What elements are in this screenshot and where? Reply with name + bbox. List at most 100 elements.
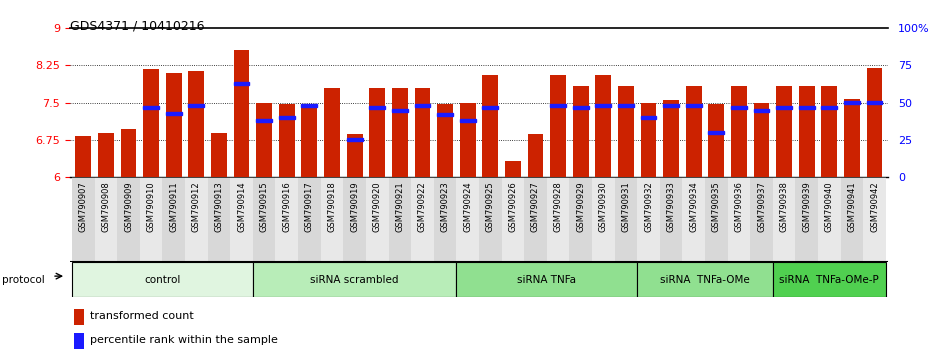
Bar [709,131,724,134]
Bar [279,116,295,119]
Bar [121,129,137,177]
Text: GSM790926: GSM790926 [509,181,517,232]
Bar [641,103,657,177]
Bar [73,333,84,349]
Bar [773,262,886,297]
Bar [663,104,679,107]
Bar [207,177,231,262]
Bar [731,105,747,109]
Bar [618,104,634,107]
Bar [731,86,747,177]
Text: GSM790935: GSM790935 [711,181,721,232]
Text: GSM790931: GSM790931 [621,181,631,232]
Bar [505,161,521,177]
Bar [369,105,385,109]
Bar [777,86,792,177]
Text: siRNA  TNFa-OMe: siRNA TNFa-OMe [660,275,750,285]
Text: GDS4371 / 10410216: GDS4371 / 10410216 [70,19,205,33]
Bar [863,177,886,262]
Bar [525,177,547,262]
Bar [257,103,272,177]
Bar [821,86,837,177]
Bar [841,177,863,262]
Bar [185,177,207,262]
Text: GSM790942: GSM790942 [870,181,879,232]
Text: GSM790922: GSM790922 [418,181,427,232]
Bar [705,177,727,262]
Bar [573,86,589,177]
Bar [117,177,140,262]
Bar [437,113,453,116]
Text: GSM790908: GSM790908 [101,181,111,232]
Bar [392,88,407,177]
Text: GSM790924: GSM790924 [463,181,472,232]
Text: GSM790927: GSM790927 [531,181,540,232]
Bar [163,177,185,262]
Bar [365,177,389,262]
Bar [479,177,501,262]
Text: GSM790921: GSM790921 [395,181,405,232]
Bar [683,177,705,262]
Text: GSM790917: GSM790917 [305,181,314,232]
Text: GSM790918: GSM790918 [327,181,337,232]
Bar [547,177,569,262]
Bar [844,99,860,177]
Bar [279,104,295,177]
Text: GSM790914: GSM790914 [237,181,246,232]
Bar [595,75,611,177]
Text: GSM790907: GSM790907 [79,181,87,232]
Bar [392,109,407,112]
Bar [592,177,615,262]
Bar [615,177,637,262]
Text: GSM790915: GSM790915 [259,181,269,232]
Text: GSM790928: GSM790928 [553,181,563,232]
Text: siRNA  TNFa-OMe-P: siRNA TNFa-OMe-P [779,275,879,285]
Text: GSM790925: GSM790925 [485,181,495,232]
Bar [257,119,272,122]
Bar [457,177,479,262]
Text: GSM790930: GSM790930 [599,181,608,232]
Text: control: control [144,275,180,285]
Bar [727,177,751,262]
Bar [143,105,159,109]
Text: GSM790913: GSM790913 [215,181,223,232]
Bar [753,103,769,177]
Bar [685,86,701,177]
Text: GSM790920: GSM790920 [373,181,381,232]
Bar [72,262,253,297]
Text: GSM790912: GSM790912 [192,181,201,232]
Bar [95,177,117,262]
Text: GSM790940: GSM790940 [825,181,834,232]
Bar [415,104,431,107]
Bar [773,177,795,262]
Text: GSM790941: GSM790941 [847,181,857,232]
Bar [253,262,457,297]
Text: GSM790929: GSM790929 [577,181,585,232]
Bar [685,104,701,107]
Text: GSM790939: GSM790939 [803,181,811,232]
Bar [98,133,113,177]
Bar [253,177,275,262]
Text: GSM790916: GSM790916 [283,181,291,232]
Bar [189,72,205,177]
Bar [641,116,657,119]
Bar [166,112,181,115]
Bar [501,177,525,262]
Bar [551,75,566,177]
Bar [618,86,634,177]
Text: GSM790933: GSM790933 [667,181,675,232]
Bar [777,105,792,109]
Bar [573,105,589,109]
Bar [433,177,457,262]
Text: transformed count: transformed count [90,311,194,321]
Bar [659,177,683,262]
Text: GSM790938: GSM790938 [779,181,789,232]
Bar [483,105,498,109]
Bar [321,177,343,262]
Text: percentile rank within the sample: percentile rank within the sample [90,335,278,345]
Bar [821,105,837,109]
Bar [166,73,181,177]
Bar [799,86,815,177]
Bar [143,69,159,177]
Bar [347,134,363,177]
